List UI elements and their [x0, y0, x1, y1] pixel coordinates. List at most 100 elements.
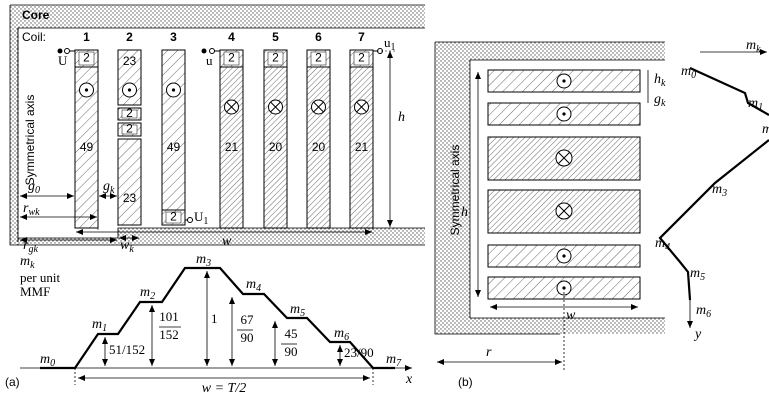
point-label-sub: 3 — [721, 188, 727, 199]
x-axis-label: x — [405, 372, 413, 387]
dim-label: gk — [103, 179, 115, 196]
turn-count: 49 — [80, 140, 94, 154]
dim-label-sub: k — [129, 244, 134, 255]
dim-label: wk — [120, 238, 134, 255]
current-symbol — [356, 101, 367, 113]
core-label: Core — [22, 8, 50, 22]
turn-count: 21 — [225, 140, 239, 154]
terminal — [187, 217, 193, 223]
point-label: m5 — [290, 302, 305, 319]
level-label: 1 — [211, 311, 218, 326]
point-label-base: m — [762, 122, 769, 137]
dimension-lines-b — [437, 70, 649, 370]
turn-count: 2 — [315, 51, 322, 65]
turn-count: 2 — [228, 51, 235, 65]
level-label: 90 — [241, 330, 254, 345]
y-axis-label: y — [693, 327, 702, 342]
dim-label-base: h — [654, 72, 661, 87]
point-label-sub: 6 — [706, 309, 711, 320]
x-axis-label: mk — [746, 38, 761, 55]
y-axis-label-sub: k — [30, 260, 35, 271]
dim-label-base: w — [120, 238, 130, 253]
point-label-base: m — [196, 252, 206, 267]
coil-number: 2 — [126, 30, 133, 44]
point-label-sub: 5 — [700, 272, 705, 283]
dim-label-base: g — [654, 92, 661, 107]
point-label: m3 — [196, 252, 211, 269]
label-box — [165, 211, 182, 224]
point-label-base: m — [246, 277, 256, 292]
dim-label: w — [222, 234, 232, 249]
turn-count: 23 — [123, 191, 137, 205]
dim-label-sub: k — [110, 185, 115, 196]
label-box — [223, 51, 240, 66]
conductors-b — [487, 69, 641, 300]
point-label: m5 — [690, 266, 705, 283]
turn-count: 2 — [272, 51, 279, 65]
axis-label: Symmetrical axis — [23, 95, 37, 186]
terminal — [57, 48, 63, 54]
coil-number: 1 — [83, 30, 90, 44]
label-box — [353, 51, 370, 66]
dim-label-base: g — [28, 179, 35, 194]
current-symbol — [127, 88, 132, 92]
turn-count: 2 — [358, 51, 365, 65]
point-label-base: m — [712, 182, 722, 197]
point-label: m1 — [92, 317, 107, 334]
y-axis-label: mk — [20, 254, 35, 271]
level-label: 23/90 — [344, 345, 374, 360]
dim-label-base: g — [103, 179, 110, 194]
terminal-label-sub: 1 — [203, 216, 208, 227]
mmf-a — [20, 266, 412, 385]
current-symbol — [313, 101, 324, 113]
terminal — [201, 48, 207, 54]
point-label-sub: 0 — [50, 358, 55, 369]
point-label-base: m — [681, 64, 691, 79]
level-label: 101 — [159, 309, 179, 324]
point-label: m1 — [748, 96, 763, 113]
point-label: m6 — [696, 303, 711, 320]
point-label-sub: 2 — [150, 291, 155, 302]
turn-count: 23 — [123, 54, 137, 68]
winding-section — [74, 66, 99, 229]
point-label-sub: 4 — [256, 283, 261, 294]
turn-count: 49 — [167, 140, 181, 154]
dim-label-sub: 0 — [35, 185, 40, 196]
point-label-sub: 1 — [758, 102, 763, 113]
coil-number: 5 — [272, 30, 279, 44]
current-symbol — [84, 88, 89, 92]
point-label-base: m — [386, 352, 396, 367]
point-label-sub: 7 — [396, 358, 402, 369]
label-box — [121, 109, 138, 119]
current-symbol — [270, 101, 281, 113]
terminal-label: u1 — [384, 35, 396, 53]
current-symbol — [226, 101, 237, 113]
dim-label: rwk — [23, 201, 40, 218]
point-label: m2 — [140, 285, 155, 302]
point-label: m2 — [762, 122, 769, 139]
dim-label-sub: gk — [28, 244, 38, 255]
terminal-label: U1 — [194, 209, 208, 227]
terminal-label: U — [58, 53, 68, 68]
y-axis-label: MMF — [20, 284, 50, 299]
label-box — [267, 51, 284, 66]
level-label: 90 — [285, 344, 298, 359]
span-label: w = T/2 — [202, 381, 246, 396]
dim-label: hk — [654, 72, 666, 89]
point-label-base: m — [334, 326, 344, 341]
point-label-base: m — [696, 303, 706, 318]
point-label-sub: 1 — [102, 323, 107, 334]
point-label: m3 — [712, 182, 727, 199]
coil-number: 3 — [170, 30, 177, 44]
dim-label: w — [566, 308, 576, 323]
level-label: 152 — [159, 327, 179, 342]
terminal-label-base: u — [384, 35, 391, 50]
point-label-base: m — [92, 317, 102, 332]
level-label: 45 — [285, 326, 298, 341]
y-axis-label: per unit — [20, 270, 60, 285]
coil-number: 7 — [358, 30, 365, 44]
turn-count: 2 — [126, 122, 133, 136]
dim-label-sub: k — [661, 78, 666, 89]
label-box — [78, 51, 95, 66]
